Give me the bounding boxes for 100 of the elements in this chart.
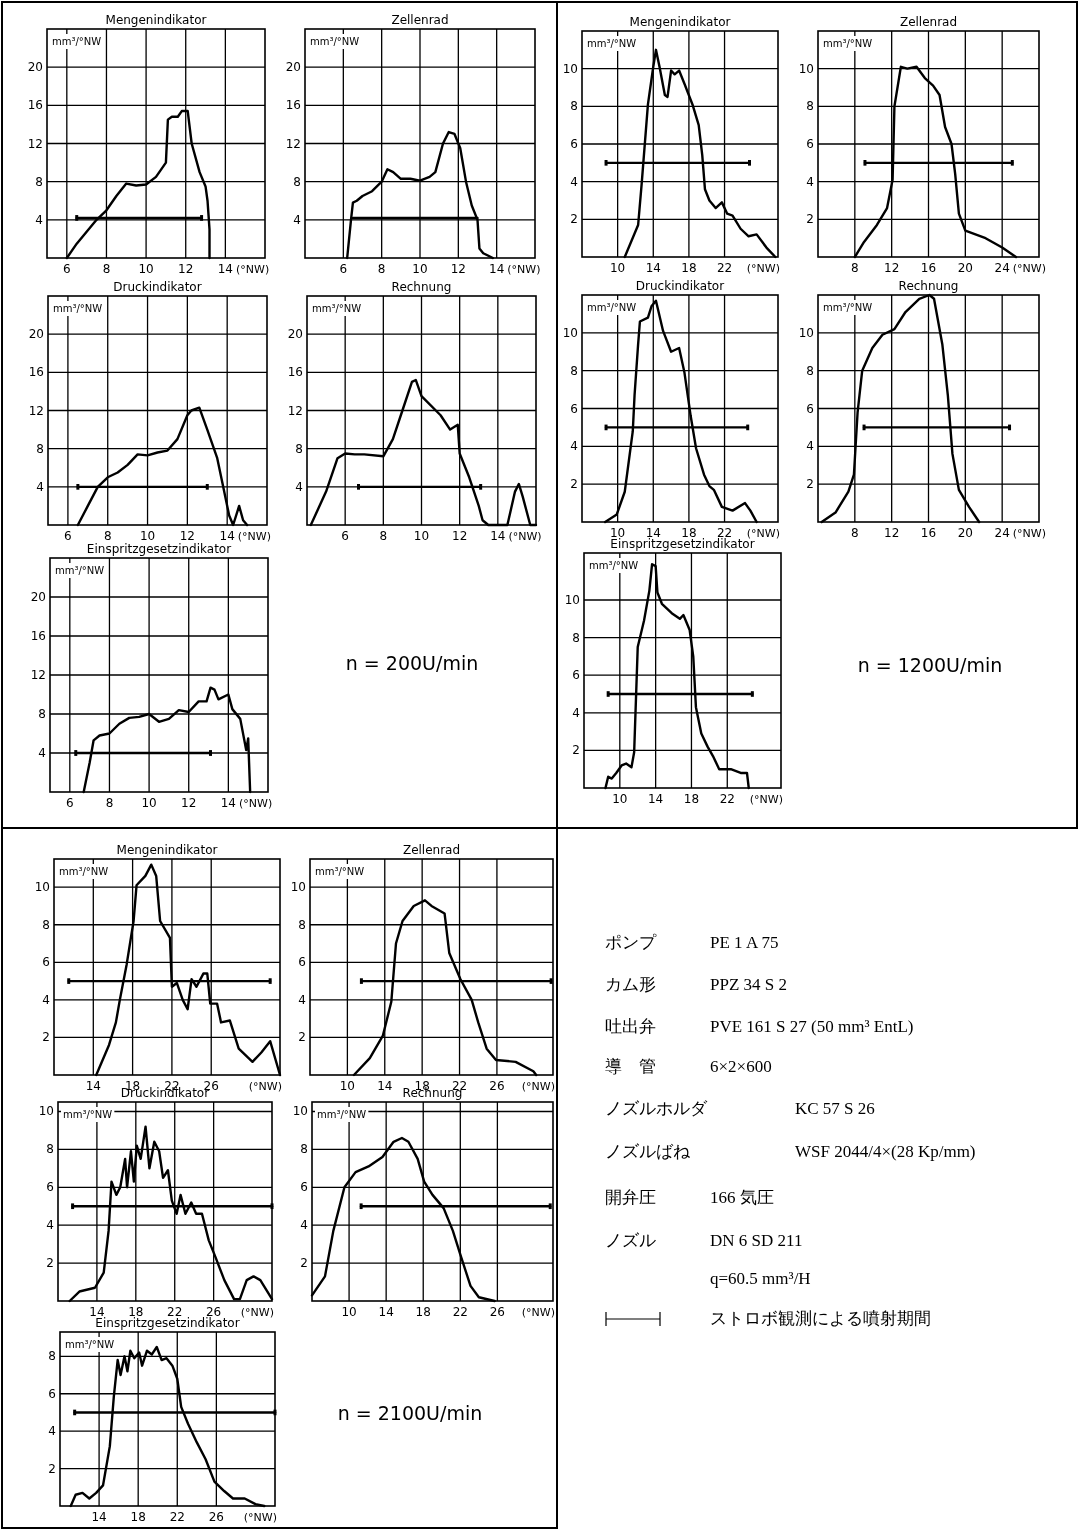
chart-title: Druckindikator bbox=[635, 279, 725, 293]
chart-title: Einspritzgesetzindikator bbox=[610, 537, 755, 551]
y-tick-label: 8 bbox=[46, 1142, 54, 1157]
chart-title: Mengenindikator bbox=[116, 843, 218, 857]
y-tick-label: 4 bbox=[806, 439, 814, 454]
y-tick-label: 8 bbox=[298, 917, 306, 932]
y-tick-label: 6 bbox=[570, 137, 578, 151]
chart-title: Zellenrad bbox=[899, 15, 958, 29]
y-axis-title: mm³/°NW bbox=[63, 1109, 113, 1120]
x-axis-title: (°NW) bbox=[508, 530, 542, 543]
x-tick-label: 10 bbox=[612, 792, 628, 806]
x-tick-label: 22 bbox=[716, 261, 733, 275]
x-tick-label: 22 bbox=[169, 1510, 185, 1524]
y-tick-label: 16 bbox=[285, 98, 301, 113]
text: n = 1200U/min bbox=[857, 654, 1003, 676]
y-axis-title: mm³/°NW bbox=[310, 36, 360, 47]
chart-title: Rechnung bbox=[898, 279, 959, 293]
chart-title: Rechnung bbox=[391, 280, 452, 294]
text: q=60.5 mm³/H bbox=[710, 1269, 811, 1288]
text: n = 200U/min bbox=[345, 652, 479, 674]
x-tick-label: 12 bbox=[450, 262, 466, 276]
y-tick-label: 4 bbox=[42, 992, 50, 1007]
y-tick-label: 2 bbox=[46, 1256, 54, 1271]
y-axis-title: mm³/°NW bbox=[823, 302, 873, 313]
category-label: ポンプ bbox=[605, 933, 657, 952]
text: DN 6 SD 211 bbox=[710, 1231, 803, 1250]
y-tick-label: 6 bbox=[572, 668, 580, 683]
chart-title: Mengenindikator bbox=[105, 13, 207, 27]
chart-title: Druckindikator bbox=[113, 280, 202, 294]
x-tick-label: 22 bbox=[719, 792, 735, 806]
category-label: 導 管 bbox=[605, 1057, 656, 1076]
x-tick-label: 14 bbox=[645, 261, 661, 275]
y-tick-label: 4 bbox=[806, 174, 814, 189]
y-tick-label: 12 bbox=[28, 403, 44, 418]
x-tick-label: 14 bbox=[220, 796, 236, 810]
y-axis-title: mm³/°NW bbox=[59, 866, 109, 877]
x-tick-label: 24 bbox=[994, 261, 1010, 275]
x-axis-title: (°NW) bbox=[239, 797, 273, 810]
x-tick-label: 16 bbox=[920, 261, 937, 275]
y-tick-label: 20 bbox=[287, 327, 303, 342]
x-tick-label: 20 bbox=[957, 526, 973, 540]
y-tick-label: 8 bbox=[806, 363, 814, 378]
x-tick-label: 8 bbox=[103, 529, 112, 543]
x-tick-label: 26 bbox=[208, 1510, 224, 1524]
x-tick-label: 14 bbox=[490, 529, 506, 543]
x-axis-title: (°NW) bbox=[236, 263, 270, 276]
category-label: ノズル bbox=[605, 1231, 656, 1250]
y-tick-label: 4 bbox=[35, 212, 43, 227]
x-axis-title: (°NW) bbox=[248, 1080, 282, 1093]
y-tick-label: 10 bbox=[562, 325, 578, 340]
x-tick-label: 8 bbox=[851, 526, 859, 540]
y-tick-label: 10 bbox=[34, 880, 50, 895]
y-tick-label: 2 bbox=[298, 1030, 306, 1045]
y-tick-label: 12 bbox=[30, 668, 46, 682]
y-tick-label: 6 bbox=[570, 401, 578, 416]
y-tick-label: 6 bbox=[806, 137, 814, 151]
category-label: ノズルホルダ bbox=[605, 1099, 708, 1118]
chart-title: Einspritzgesetzindikator bbox=[95, 1316, 240, 1330]
x-tick-label: 12 bbox=[884, 526, 900, 540]
x-axis-title: (°NW) bbox=[1012, 262, 1047, 275]
x-tick-label: 10 bbox=[413, 529, 430, 543]
x-tick-label: 18 bbox=[683, 792, 700, 806]
y-tick-label: 4 bbox=[570, 439, 578, 454]
y-tick-label: 8 bbox=[806, 99, 814, 114]
x-axis-title: (°NW) bbox=[746, 527, 780, 540]
y-tick-label: 20 bbox=[27, 60, 43, 75]
y-tick-label: 4 bbox=[36, 479, 44, 494]
y-tick-label: 16 bbox=[287, 365, 303, 380]
y-tick-label: 20 bbox=[285, 60, 301, 75]
y-tick-label: 8 bbox=[295, 441, 303, 456]
y-tick-label: 8 bbox=[293, 174, 301, 189]
category-label: ノズルばね bbox=[605, 1142, 691, 1161]
y-tick-label: 2 bbox=[806, 212, 814, 227]
text: 6×2×600 bbox=[710, 1057, 772, 1076]
x-tick-label: 26 bbox=[206, 1305, 222, 1319]
x-tick-label: 12 bbox=[884, 261, 900, 275]
x-tick-label: 14 bbox=[377, 1079, 393, 1093]
x-tick-label: 10 bbox=[139, 529, 156, 543]
y-tick-label: 10 bbox=[290, 880, 306, 895]
y-tick-label: 4 bbox=[46, 1218, 54, 1233]
y-tick-label: 2 bbox=[48, 1461, 56, 1476]
x-tick-label: 22 bbox=[167, 1305, 183, 1319]
y-tick-label: 10 bbox=[798, 325, 814, 340]
category-label: 吐出弁 bbox=[605, 1017, 656, 1036]
x-tick-label: 16 bbox=[920, 526, 937, 540]
y-axis-title: mm³/°NW bbox=[587, 38, 637, 49]
y-tick-label: 6 bbox=[298, 955, 306, 970]
x-tick-label: 26 bbox=[489, 1079, 505, 1093]
chart-title: Zellenrad bbox=[391, 13, 449, 27]
text: PE 1 A 75 bbox=[710, 933, 779, 952]
y-tick-label: 20 bbox=[30, 590, 46, 604]
x-tick-label: 14 bbox=[217, 262, 233, 276]
y-tick-label: 4 bbox=[298, 992, 306, 1007]
y-tick-label: 8 bbox=[300, 1142, 308, 1157]
y-tick-label: 6 bbox=[300, 1180, 308, 1195]
y-tick-label: 2 bbox=[300, 1256, 308, 1271]
x-tick-label: 10 bbox=[341, 1305, 357, 1319]
y-tick-label: 8 bbox=[36, 441, 44, 456]
y-tick-label: 8 bbox=[572, 630, 580, 645]
y-tick-label: 8 bbox=[38, 707, 46, 721]
